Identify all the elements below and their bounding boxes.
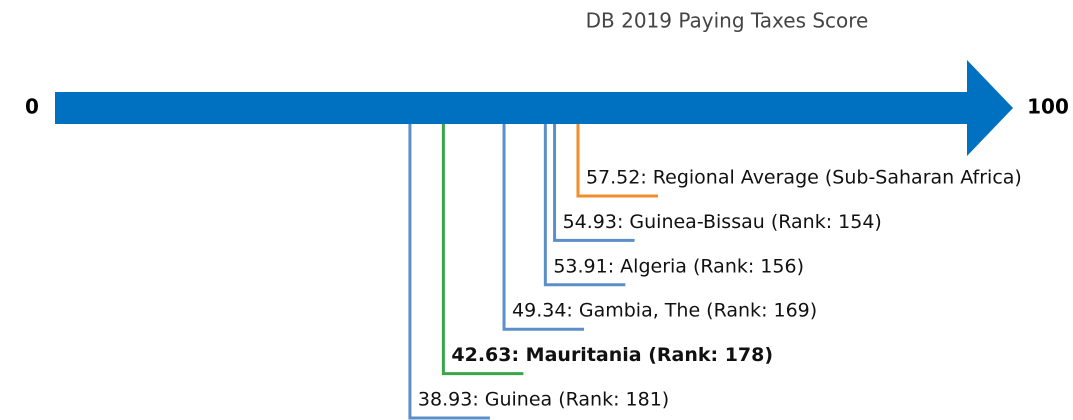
value-label: 42.63: Mauritania (Rank: 178): [451, 344, 773, 366]
marker-line: [543, 124, 626, 287]
marker-line: [441, 124, 524, 376]
axis-end-label: 0: [25, 95, 39, 119]
marker-line: [502, 124, 585, 331]
value-label: 54.93: Guinea-Bissau (Rank: 154): [563, 211, 882, 233]
value-label: 53.91: Algeria (Rank: 156): [553, 255, 804, 277]
marker-line: [576, 124, 658, 198]
axis-end-label: 100: [1027, 95, 1069, 119]
marker-line: [408, 124, 490, 420]
value-label: 57.52: Regional Average (Sub-Saharan Afr…: [586, 167, 1022, 189]
value-label: 38.93: Guinea (Rank: 181): [418, 389, 669, 411]
value-label: 49.34: Gambia, The (Rank: 169): [512, 300, 817, 322]
axis-arrow: [55, 60, 1013, 156]
chart-title: DB 2019 Paying Taxes Score: [586, 9, 869, 33]
marker-line: [553, 124, 635, 242]
